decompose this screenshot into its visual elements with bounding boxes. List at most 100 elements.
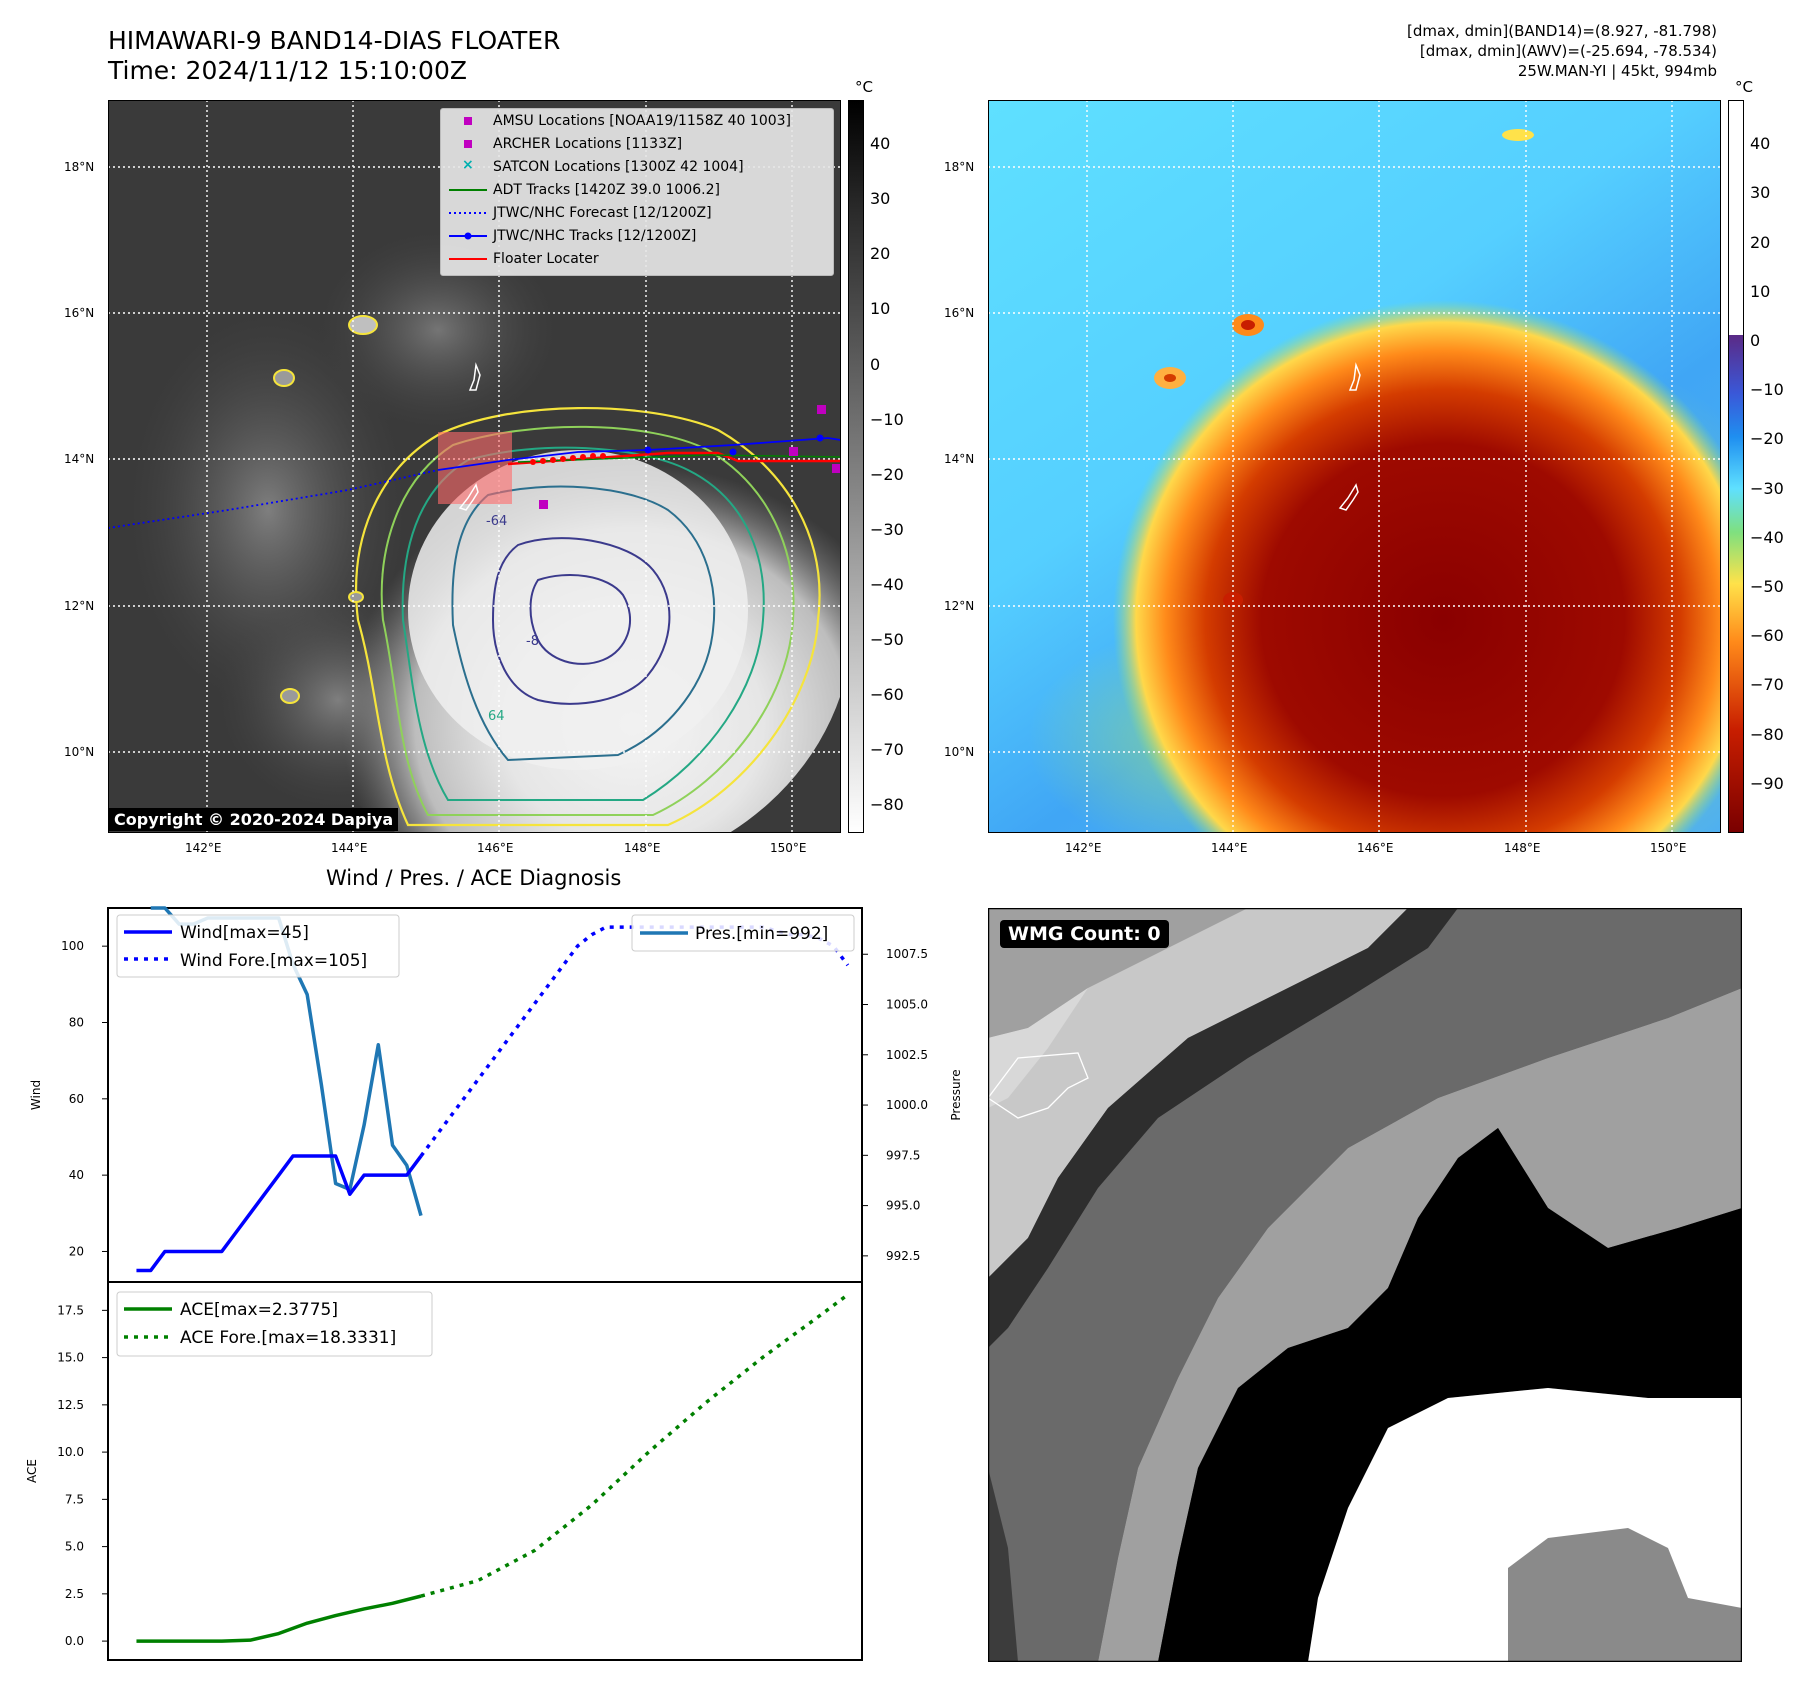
adt-track — [517, 454, 841, 463]
ace-legend-label: ACE[max=2.3775] — [180, 1300, 338, 1320]
ir-colorbar-tick: 40 — [870, 134, 891, 154]
awv-colorbar-tick: −60 — [1750, 626, 1784, 646]
ir-colorbar — [848, 100, 864, 833]
contour-blue — [451, 485, 716, 762]
legend-archer: ARCHER Locations [1133Z] — [493, 136, 683, 152]
lat-label: 10°N — [64, 745, 95, 759]
wind-ytick-label: 60 — [69, 1092, 84, 1106]
ace-ytick-label: 10.0 — [57, 1445, 84, 1459]
diagnosis-chart: 20 40 60 80 100 992.5 995.0 997.5 1000.0 1002.5 10… — [25, 906, 960, 1661]
awv-colorbar-tick: −10 — [1750, 380, 1784, 400]
lat-label: 12°N — [944, 599, 975, 613]
ir-colorbar-unit: °C — [855, 78, 873, 96]
amsu-marker — [539, 500, 548, 509]
ir-colorbar-tick: −50 — [870, 630, 904, 650]
forecast-track — [108, 469, 439, 529]
copyright-label: Copyright © 2020-2024 Dapiya — [109, 808, 399, 831]
ace-ytick-label: 15.0 — [57, 1351, 84, 1365]
wmg-count-label: WMG Count: 0 — [1000, 920, 1169, 948]
lon-label: 148°E — [624, 841, 661, 855]
legend-satcon: SATCON Locations [1300Z 42 1004] — [493, 159, 744, 175]
awv-map — [988, 100, 1721, 833]
ace-ytick-label: 12.5 — [57, 1398, 84, 1412]
ir-colorbar-tick: −10 — [870, 409, 904, 429]
awv-colorbar — [1728, 100, 1744, 833]
ace-forecast-line — [420, 1293, 849, 1598]
pres-ytick-label: 992.5 — [886, 1249, 920, 1263]
wind-ytick-label: 100 — [61, 939, 84, 953]
lon-label: 148°E — [1504, 841, 1541, 855]
pres-ytick-label: 1002.5 — [886, 1048, 928, 1062]
ace-line — [136, 1594, 422, 1643]
ace-forecast-legend-label: ACE Fore.[max=18.3331] — [180, 1328, 396, 1348]
contour-lightgreen — [380, 425, 795, 816]
floater-locater-track — [507, 451, 841, 466]
lon-label: 144°E — [331, 841, 368, 855]
ir-colorbar-tick: −70 — [870, 740, 904, 760]
ace-ytick-label: 17.5 — [57, 1303, 84, 1317]
wind-forecast-line — [419, 925, 850, 1158]
legend-adt: ADT Tracks [1420Z 39.0 1006.2] — [493, 182, 720, 198]
ir-colorbar-tick: −40 — [870, 574, 904, 594]
lon-label: 146°E — [1357, 841, 1394, 855]
wind-legend-label: Wind[max=45] — [180, 923, 309, 943]
wind-legend-box — [116, 914, 400, 978]
pres-legend-box — [631, 914, 855, 952]
awv-colorbar-tick: 20 — [1750, 232, 1771, 252]
title-line-1: HIMAWARI-9 BAND14-DIAS FLOATER — [108, 26, 561, 55]
lat-label: 14°N — [64, 452, 95, 466]
contour-label: -8 — [526, 634, 539, 649]
lat-label: 16°N — [64, 306, 95, 320]
ace-ytick-label: 7.5 — [65, 1492, 84, 1506]
ir-colorbar-tick: 0 — [870, 354, 881, 374]
ir-colorbar-tick: −80 — [870, 795, 904, 815]
square-marker-icon — [464, 140, 472, 148]
ir-colorbar-tick: −60 — [870, 685, 904, 705]
pres-ytick-label: 997.5 — [886, 1148, 920, 1162]
lon-label: 144°E — [1211, 841, 1248, 855]
awv-colorbar-tick: −70 — [1750, 675, 1784, 695]
contour-teal — [401, 446, 765, 801]
dmax-band14-info: [dmax, dmin](BAND14)=(8.927, -81.798) — [1406, 22, 1717, 40]
dmax-awv-info: [dmax, dmin](AWV)=(-25.694, -78.534) — [1419, 42, 1717, 60]
lat-label: 18°N — [64, 160, 95, 174]
awv-colorbar-tick: 0 — [1750, 331, 1761, 351]
ace-ytick-label: 0.0 — [65, 1634, 84, 1648]
awv-colorbar-tick: −50 — [1750, 577, 1784, 597]
awv-colorbar-tick: −30 — [1750, 478, 1784, 498]
lat-label: 10°N — [944, 745, 975, 759]
lon-label: 150°E — [1650, 841, 1687, 855]
ace-panel-frame — [107, 1281, 863, 1661]
awv-colorbar-tick: 10 — [1750, 281, 1771, 301]
archer-marker — [817, 405, 826, 414]
awv-colorbar-tick: −40 — [1750, 527, 1784, 547]
awv-storm-core — [1113, 300, 1721, 833]
ir-colorbar-tick: −30 — [870, 519, 904, 539]
lat-label: 18°N — [944, 160, 975, 174]
wind-forecast-legend-label: Wind Fore.[max=105] — [180, 951, 367, 971]
wind-line — [136, 1154, 423, 1273]
map-legend: AMSU Locations [NOAA19/1158Z 40 1003] AR… — [440, 108, 834, 276]
awv-colorbar-tick: −20 — [1750, 429, 1784, 449]
lon-label: 142°E — [185, 841, 222, 855]
wind-ytick-label: 40 — [69, 1168, 84, 1182]
lon-label: 142°E — [1065, 841, 1102, 855]
pres-ytick-label: 1007.5 — [886, 947, 928, 961]
ace-ytick-label: 5.0 — [65, 1540, 84, 1554]
ace-legend-box — [116, 1291, 433, 1357]
ir-colorbar-tick: −20 — [870, 464, 904, 484]
contour-indigo — [491, 537, 671, 705]
ir-colorbar-tick: 30 — [870, 189, 891, 209]
contour-label: 64 — [488, 709, 505, 724]
wind-ytick-label: 80 — [69, 1015, 84, 1029]
lon-label: 146°E — [477, 841, 514, 855]
wind-axis-label: Wind — [29, 1080, 43, 1110]
awv-colorbar-tick: 30 — [1750, 183, 1771, 203]
contour-label: -64 — [486, 514, 507, 529]
square-marker-icon — [464, 117, 472, 125]
lat-label: 14°N — [944, 452, 975, 466]
ace-ytick-label: 2.5 — [65, 1587, 84, 1601]
awv-colorbar-unit: °C — [1735, 78, 1753, 96]
x-marker-icon: × — [462, 157, 474, 173]
lat-label: 16°N — [944, 306, 975, 320]
